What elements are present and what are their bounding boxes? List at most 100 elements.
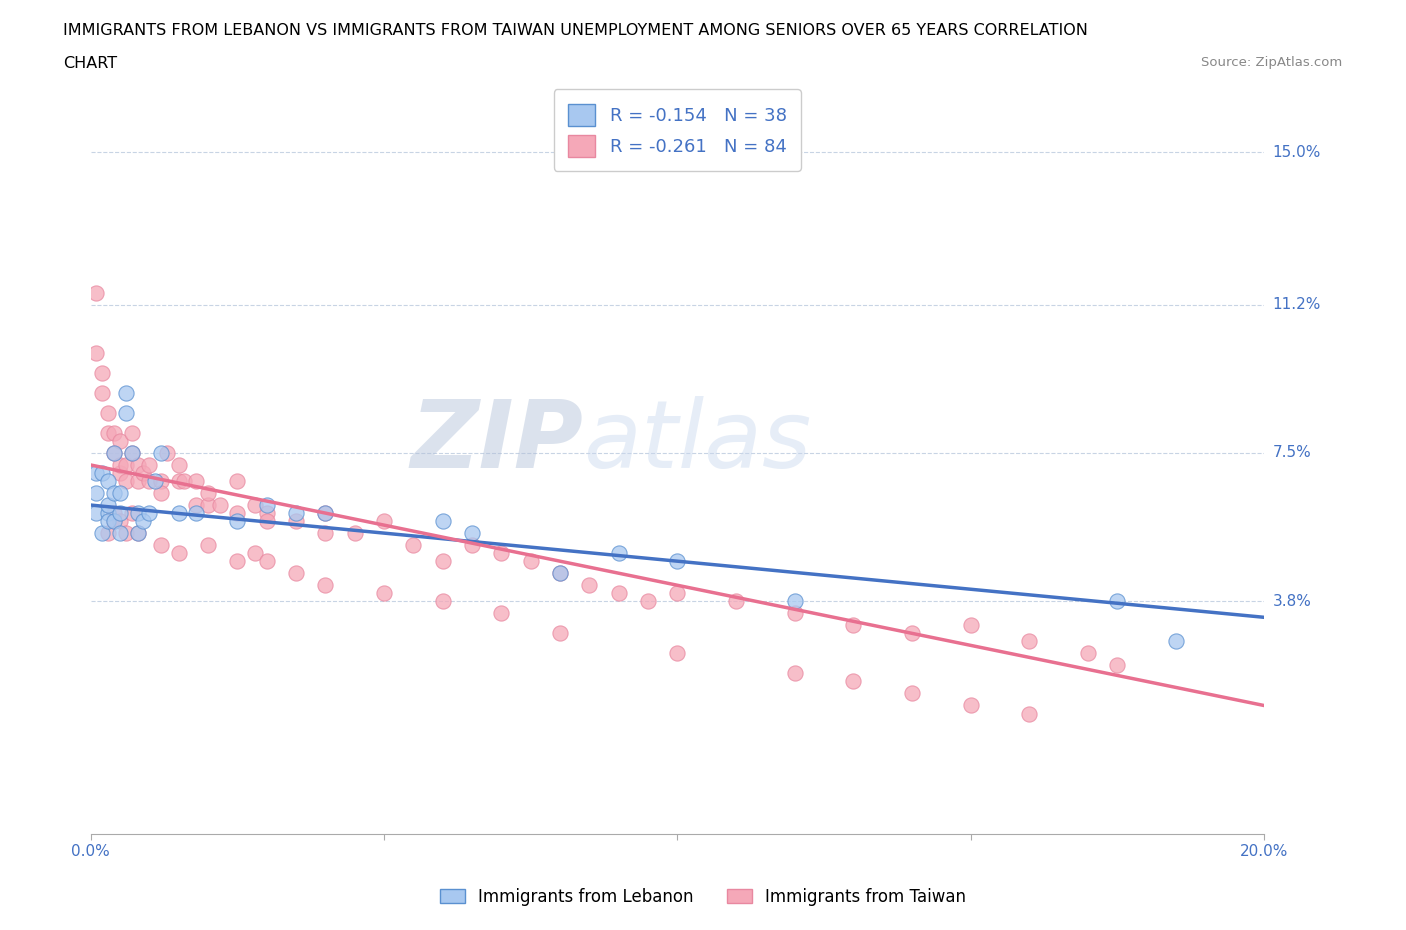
Text: 15.0%: 15.0% [1272,145,1320,160]
Point [783,666,806,681]
Point [284,513,307,528]
Point [186,473,208,488]
Point [284,565,307,580]
Text: IMMIGRANTS FROM LEBANON VS IMMIGRANTS FROM TAIWAN UNEMPLOYMENT AMONG SENIORS OVE: IMMIGRANTS FROM LEBANON VS IMMIGRANTS FR… [63,23,1088,38]
Point [1107,594,1129,609]
Point [1107,658,1129,672]
Point [461,525,484,540]
Point [226,513,249,528]
Point [284,506,307,521]
Point [121,445,143,460]
Point [108,466,131,481]
Text: 3.8%: 3.8% [1272,593,1312,609]
Point [491,546,513,561]
Point [901,686,924,701]
Text: 7.5%: 7.5% [1272,445,1310,460]
Point [97,498,120,512]
Point [114,525,136,540]
Text: atlas: atlas [583,396,811,487]
Point [108,525,131,540]
Point [91,385,114,400]
Point [666,553,689,568]
Point [121,425,143,440]
Point [86,506,108,521]
Point [86,485,108,500]
Point [1018,634,1040,649]
Point [127,525,149,540]
Point [138,458,160,472]
Point [243,546,266,561]
Point [432,553,454,568]
Point [243,498,266,512]
Point [256,506,278,521]
Point [114,405,136,420]
Point [666,586,689,601]
Point [143,473,166,488]
Point [103,445,125,460]
Point [197,498,219,512]
Point [373,586,395,601]
Point [127,525,149,540]
Point [108,458,131,472]
Point [103,506,125,521]
Point [343,525,366,540]
Point [637,594,659,609]
Point [491,605,513,620]
Point [256,498,278,512]
Point [97,513,120,528]
Point [724,594,747,609]
Point [108,485,131,500]
Point [461,538,484,552]
Point [91,466,114,481]
Point [132,466,155,481]
Point [86,286,108,300]
Point [103,445,125,460]
Point [108,513,131,528]
Point [167,458,190,472]
Point [959,618,981,632]
Point [901,626,924,641]
Point [150,485,173,500]
Point [314,525,336,540]
Point [548,626,571,641]
Point [167,546,190,561]
Point [402,538,425,552]
Point [959,698,981,713]
Point [97,425,120,440]
Point [167,506,190,521]
Point [108,506,131,521]
Point [607,586,630,601]
Point [103,485,125,500]
Point [138,473,160,488]
Point [91,365,114,380]
Point [256,553,278,568]
Point [607,546,630,561]
Point [432,594,454,609]
Point [97,525,120,540]
Point [86,466,108,481]
Text: CHART: CHART [63,56,117,71]
Point [167,473,190,488]
Point [208,498,231,512]
Point [226,506,249,521]
Point [121,445,143,460]
Point [197,538,219,552]
Point [256,513,278,528]
Point [548,565,571,580]
Point [666,646,689,661]
Point [132,513,155,528]
Point [97,506,120,521]
Point [226,553,249,568]
Point [138,506,160,521]
Point [226,473,249,488]
Point [121,506,143,521]
Point [186,506,208,521]
Point [97,405,120,420]
Point [127,458,149,472]
Point [150,445,173,460]
Point [783,605,806,620]
Point [197,485,219,500]
Point [97,473,120,488]
Text: 11.2%: 11.2% [1272,297,1320,312]
Point [314,506,336,521]
